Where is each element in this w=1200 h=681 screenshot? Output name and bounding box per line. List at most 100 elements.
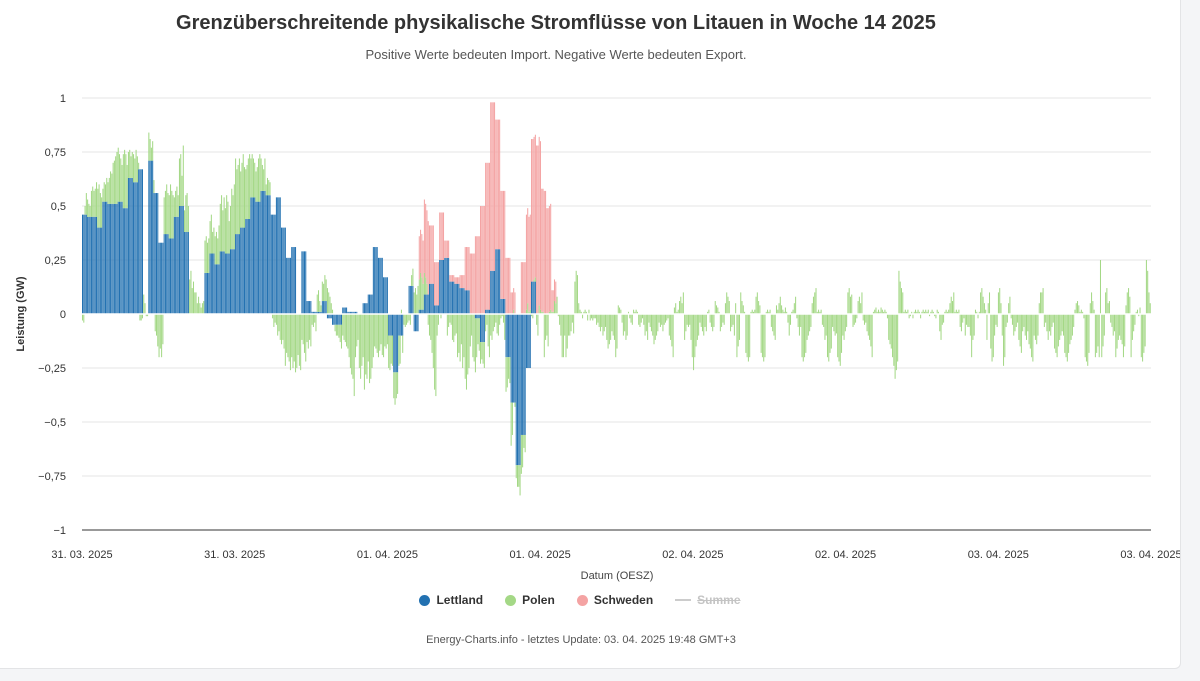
bar-polen[interactable]	[880, 307, 882, 314]
bar-polen[interactable]	[685, 314, 687, 332]
bar-polen[interactable]	[1056, 314, 1058, 358]
bar-polen[interactable]	[811, 303, 813, 314]
bar-polen[interactable]	[448, 314, 450, 327]
bar-lettland[interactable]	[229, 249, 232, 314]
bar-polen[interactable]	[96, 182, 98, 217]
bar-polen[interactable]	[978, 311, 980, 314]
bar-polen[interactable]	[532, 314, 534, 319]
bar-polen[interactable]	[195, 292, 197, 314]
bar-polen[interactable]	[287, 314, 289, 358]
bar-polen[interactable]	[353, 314, 355, 397]
bar-polen[interactable]	[922, 309, 924, 314]
bar-polen[interactable]	[635, 309, 637, 314]
bar-lettland[interactable]	[295, 247, 297, 314]
bar-polen[interactable]	[932, 311, 934, 314]
bar-polen[interactable]	[515, 465, 517, 479]
bar-polen[interactable]	[506, 357, 508, 388]
bar-schweden[interactable]	[553, 279, 556, 302]
bar-lettland[interactable]	[511, 314, 513, 403]
bar-lettland[interactable]	[513, 314, 515, 403]
bar-schweden[interactable]	[468, 247, 470, 291]
bar-lettland[interactable]	[158, 242, 160, 314]
bar-polen[interactable]	[682, 292, 684, 314]
bar-polen[interactable]	[929, 314, 931, 317]
bar-polen[interactable]	[1018, 314, 1020, 340]
bar-polen[interactable]	[487, 314, 489, 347]
bar-lettland[interactable]	[496, 249, 498, 314]
bar-polen[interactable]	[154, 314, 156, 332]
bar-polen[interactable]	[363, 314, 365, 390]
bar-polen[interactable]	[1089, 303, 1091, 314]
bar-polen[interactable]	[527, 303, 529, 314]
bar-polen[interactable]	[228, 221, 230, 254]
bar-polen[interactable]	[996, 314, 998, 327]
bar-polen[interactable]	[801, 314, 803, 358]
bar-lettland[interactable]	[320, 311, 322, 314]
bar-lettland[interactable]	[214, 264, 216, 314]
bar-lettland[interactable]	[453, 281, 455, 314]
bar-polen[interactable]	[486, 314, 488, 325]
bar-polen[interactable]	[199, 303, 201, 314]
bar-lettland[interactable]	[365, 303, 367, 314]
bar-lettland[interactable]	[464, 290, 466, 314]
bar-lettland[interactable]	[351, 311, 353, 314]
bar-polen[interactable]	[226, 195, 228, 254]
bar-lettland[interactable]	[509, 314, 511, 358]
bar-lettland[interactable]	[208, 272, 210, 314]
bar-polen[interactable]	[191, 288, 193, 314]
bar-lettland[interactable]	[155, 193, 158, 314]
bar-polen[interactable]	[691, 314, 693, 358]
bar-polen[interactable]	[760, 314, 762, 353]
bar-lettland[interactable]	[332, 314, 334, 325]
bar-polen[interactable]	[599, 314, 601, 332]
bar-polen[interactable]	[838, 314, 840, 362]
bar-polen[interactable]	[699, 314, 701, 323]
bar-polen[interactable]	[943, 314, 945, 323]
bar-polen[interactable]	[930, 311, 932, 314]
bar-polen[interactable]	[162, 314, 164, 345]
bar-polen[interactable]	[1088, 314, 1090, 353]
bar-polen[interactable]	[302, 314, 304, 345]
bar-lettland[interactable]	[260, 190, 262, 314]
bar-polen[interactable]	[358, 314, 360, 368]
bar-lettland[interactable]	[372, 247, 374, 314]
bar-polen[interactable]	[999, 288, 1001, 314]
bar-polen[interactable]	[867, 314, 869, 336]
bar-polen[interactable]	[995, 314, 997, 325]
bar-polen[interactable]	[1148, 292, 1150, 314]
bar-polen[interactable]	[194, 292, 196, 314]
bar-polen[interactable]	[841, 314, 843, 353]
bar-polen[interactable]	[1112, 314, 1114, 336]
bar-schweden[interactable]	[511, 292, 513, 314]
bar-polen[interactable]	[148, 132, 150, 161]
bar-lettland[interactable]	[212, 253, 214, 314]
bar-polen[interactable]	[145, 314, 147, 317]
bar-polen[interactable]	[615, 314, 617, 358]
bar-lettland[interactable]	[520, 314, 522, 435]
bar-polen[interactable]	[806, 314, 808, 340]
bar-lettland[interactable]	[261, 190, 263, 314]
bar-polen[interactable]	[402, 335, 404, 353]
bar-lettland[interactable]	[232, 249, 234, 314]
bar-schweden[interactable]	[440, 212, 442, 260]
bar-polen[interactable]	[1034, 314, 1036, 340]
bar-schweden[interactable]	[513, 288, 515, 310]
bar-schweden[interactable]	[542, 188, 544, 312]
bar-polen[interactable]	[520, 434, 522, 474]
bar-lettland[interactable]	[92, 216, 94, 314]
bar-polen[interactable]	[656, 314, 658, 336]
bar-polen[interactable]	[856, 314, 858, 319]
bar-polen[interactable]	[232, 195, 234, 250]
bar-polen[interactable]	[1075, 303, 1077, 314]
bar-lettland[interactable]	[131, 177, 133, 314]
bar-polen[interactable]	[982, 296, 984, 314]
bar-lettland[interactable]	[101, 227, 103, 314]
bar-polen[interactable]	[381, 314, 383, 356]
bar-polen[interactable]	[204, 240, 206, 273]
bar-polen[interactable]	[912, 314, 914, 319]
bar-polen[interactable]	[318, 290, 320, 312]
bar-lettland[interactable]	[356, 311, 358, 314]
bar-polen[interactable]	[321, 281, 323, 302]
bar-polen[interactable]	[730, 314, 732, 332]
bar-polen[interactable]	[967, 314, 969, 327]
